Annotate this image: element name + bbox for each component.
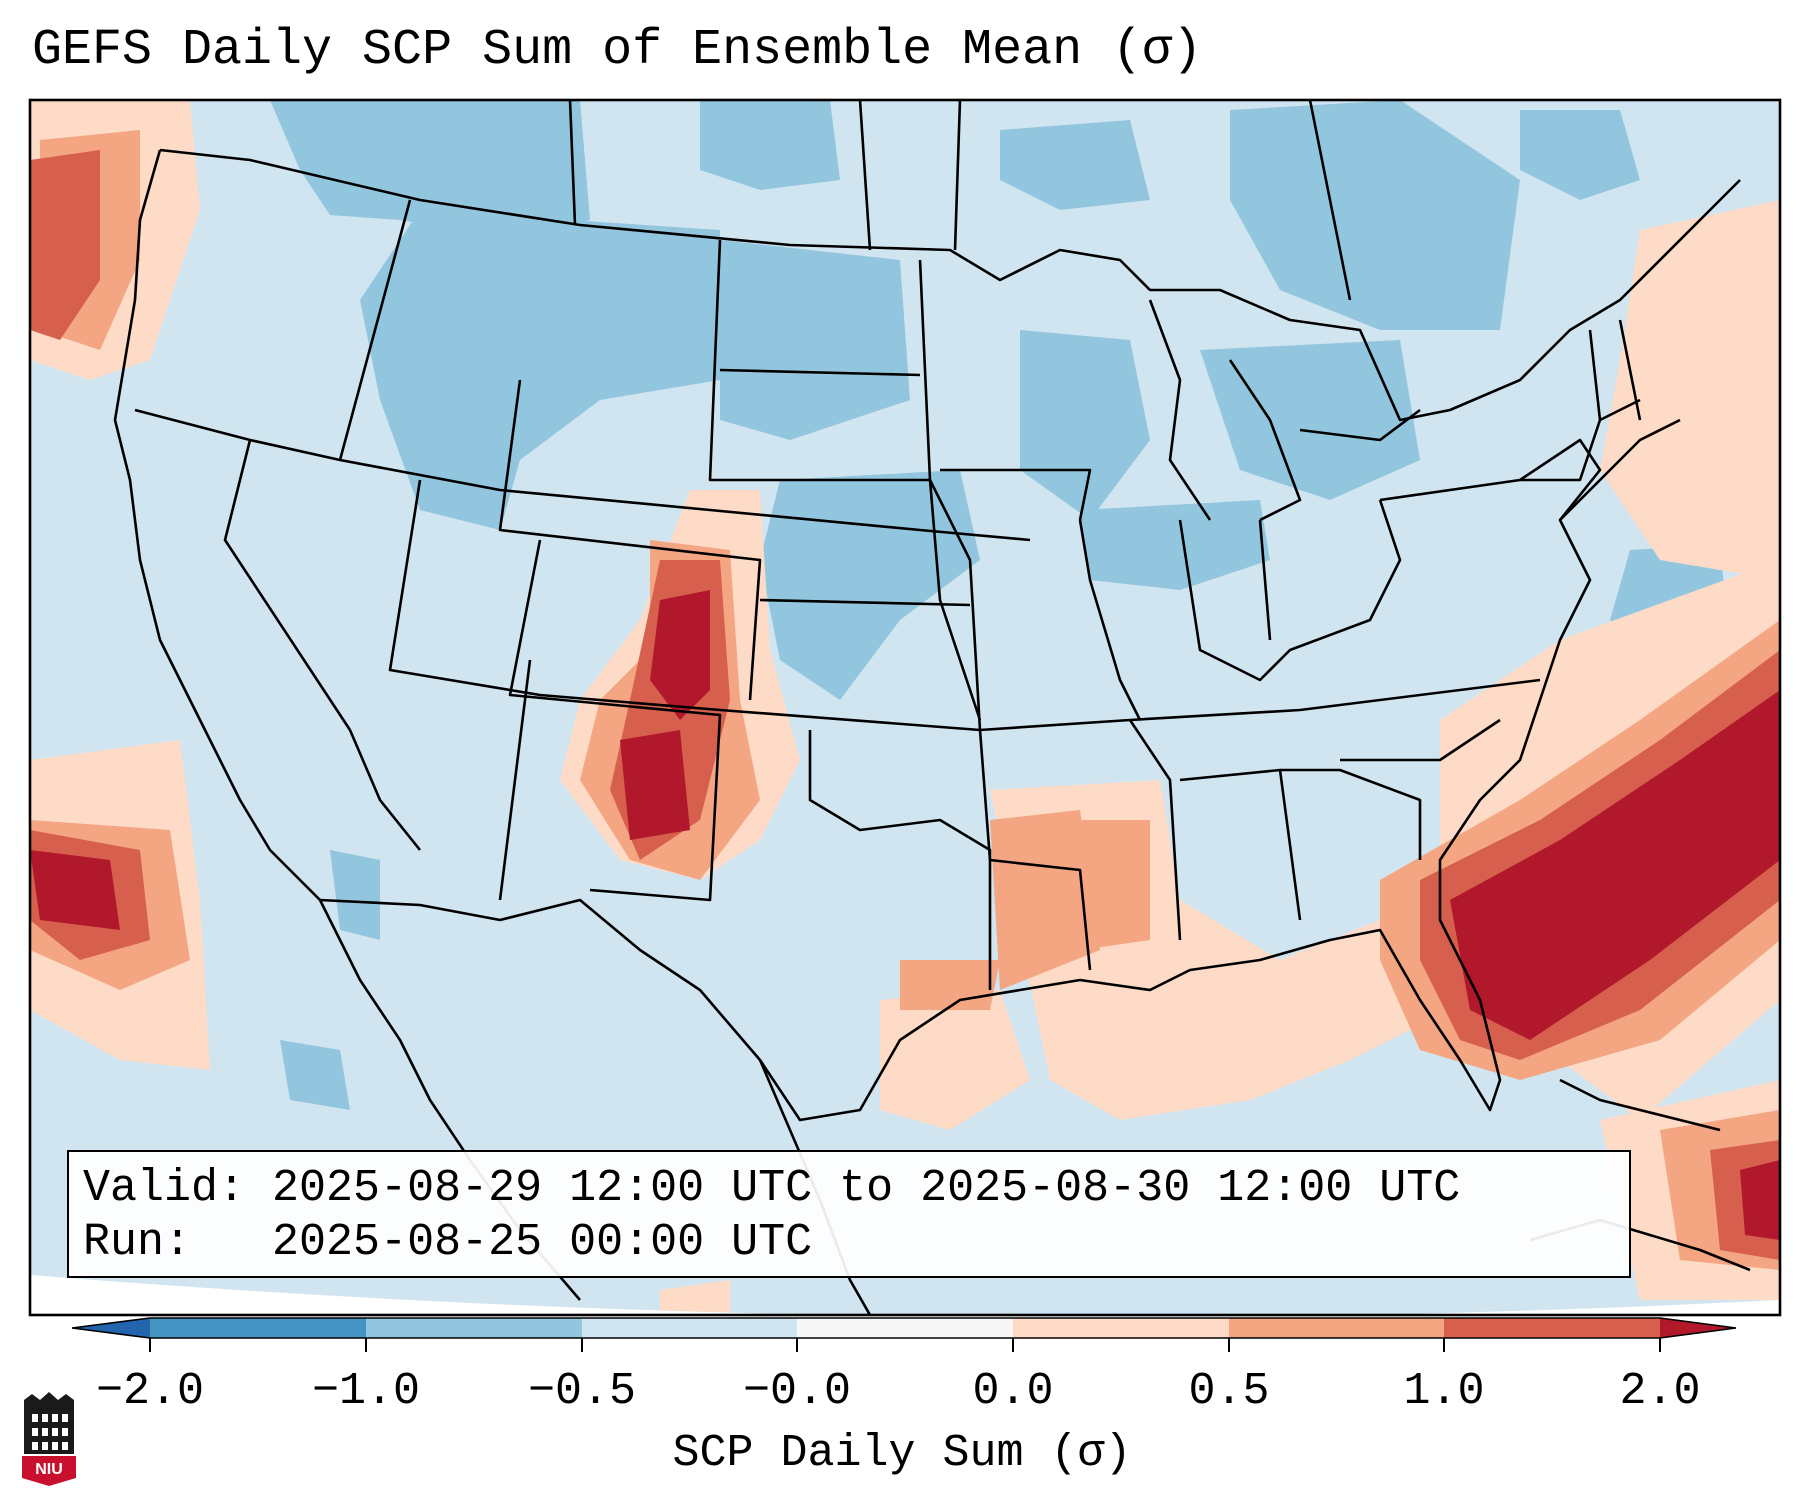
bahamas-islands [1559,1078,1721,1132]
state-border-arizona-west [348,729,422,851]
valid-label: Valid: [83,1163,246,1214]
state-border-arizona-nm [498,659,532,901]
map-frame [28,98,1782,1317]
light-red-region-south [660,1280,730,1315]
colorbar-tick-label: −0.0 [742,1366,852,1417]
light-red-region-new-england [1600,200,1780,580]
political-borders [113,100,1751,1315]
colorbar-tick-label: 1.0 [1403,1366,1485,1417]
colorbar-segment [797,1318,1013,1338]
canada-province-borders [858,100,1352,301]
colorbar-segment [582,1318,797,1338]
state-border-montana-canada-1 [568,100,577,226]
colorbar-tick-label: −1.0 [311,1366,421,1417]
strong-red-region-pacific-nw [30,150,100,340]
dark-red-region-caribbean [1740,1160,1780,1240]
blue-region-wisconsin [1020,330,1150,520]
state-border-idaho [338,199,412,461]
state-border-nevada [223,439,352,731]
state-border-lake-erie [1299,408,1421,442]
mid-red-region-louisiana [990,810,1100,990]
colorbar-segment [150,1318,366,1338]
state-border-new-mexico [508,539,722,902]
colorbar-segment [366,1318,582,1338]
colorbar-tick-label: 0.0 [972,1366,1054,1417]
mid-red-region-texas [900,960,1000,1010]
blue-region-quebec [1520,110,1640,200]
anomaly-field [30,100,1780,1315]
pacific-coastline [113,149,321,901]
colorbar-tick-label: 0.5 [1188,1366,1270,1417]
blue-region-montana-idaho [360,210,720,530]
state-border-arkansas-louisiana [978,729,1092,971]
blue-region-pacific-mexico [280,1040,350,1110]
state-border-new-york [1520,398,1641,482]
colorbar-tick-label: −2.0 [95,1366,205,1417]
blue-region-illinois-indiana [1080,500,1270,590]
mid-red-region-mississippi [1080,820,1150,950]
state-border-kansas [759,598,971,607]
colorbar-segment [1660,1318,1736,1338]
state-border-michigan [1148,299,1302,522]
state-border-carolinas [1340,718,1501,762]
valid-value: 2025-08-29 12:00 UTC to 2025-08-30 12:00… [272,1163,1461,1214]
dark-red-region-pacific [30,850,120,930]
blue-region-canada-central [700,100,840,190]
blue-region-canada-west [270,100,590,240]
colorbar-tick-label: −0.5 [527,1366,637,1417]
logo-windows [32,1414,68,1450]
southern-and-atlantic-coastline [319,418,1681,1122]
colorbar-segment [1229,1318,1444,1338]
colorbar-segment [72,1318,150,1338]
dark-red-region-colorado [650,590,710,720]
colorbar-tick-label: 2.0 [1619,1366,1701,1417]
blue-region-baja [330,850,380,940]
blue-region-dakotas [720,240,910,440]
state-border-nd-sd [719,368,921,377]
blue-region-great-lakes [1200,340,1420,500]
negative-anomaly-regions [270,100,1730,1110]
state-border-pennsylvania [1379,438,1602,521]
dark-red-region-florida-atlantic [1450,690,1780,1040]
blue-region-nebraska-kansas [760,470,980,700]
extreme-positive-anomaly-regions [30,590,1780,1240]
state-border-illinois-missouri [1078,519,1142,721]
state-border-oklahoma-texas [808,730,992,990]
state-border-iowa-wisconsin [940,468,1092,521]
state-border-ohio-valley [1178,499,1402,682]
colorbar-segment [1444,1318,1660,1338]
run-value: 2025-08-25 00:00 UTC [272,1217,813,1268]
colorbar [71,1317,1737,1352]
state-border-central-tier [388,479,1541,732]
state-border-new-england [1588,319,1642,421]
blue-region-ontario [1230,100,1520,330]
map-title: GEFS Daily SCP Sum of Ensemble Mean (σ) [32,22,1203,79]
map-panel [28,98,1782,1317]
state-border-minnesota-iowa [918,259,982,731]
canada-us-border [159,148,1741,422]
colorbar-title: SCP Daily Sum (σ) [672,1428,1132,1479]
run-label: Run: [83,1217,192,1268]
colorbar-segment [1013,1318,1229,1338]
blue-region-canada-east [1000,120,1150,210]
state-border-wyoming-colorado [498,379,762,701]
light-red-region-texas-coast [880,990,1030,1130]
state-border-mississippi [1128,719,1182,941]
logo-tower [24,1392,74,1454]
dark-red-region-new-mexico [620,730,690,840]
state-border-georgia [1280,768,1422,860]
state-border-indiana-ohio [1258,519,1272,641]
logo-band [22,1456,76,1486]
valid-run-info-box: Valid: 2025-08-29 12:00 UTC to 2025-08-3… [67,1150,1631,1278]
logo-text: NIU [35,1461,63,1478]
niu-logo: NIU [22,1392,76,1486]
